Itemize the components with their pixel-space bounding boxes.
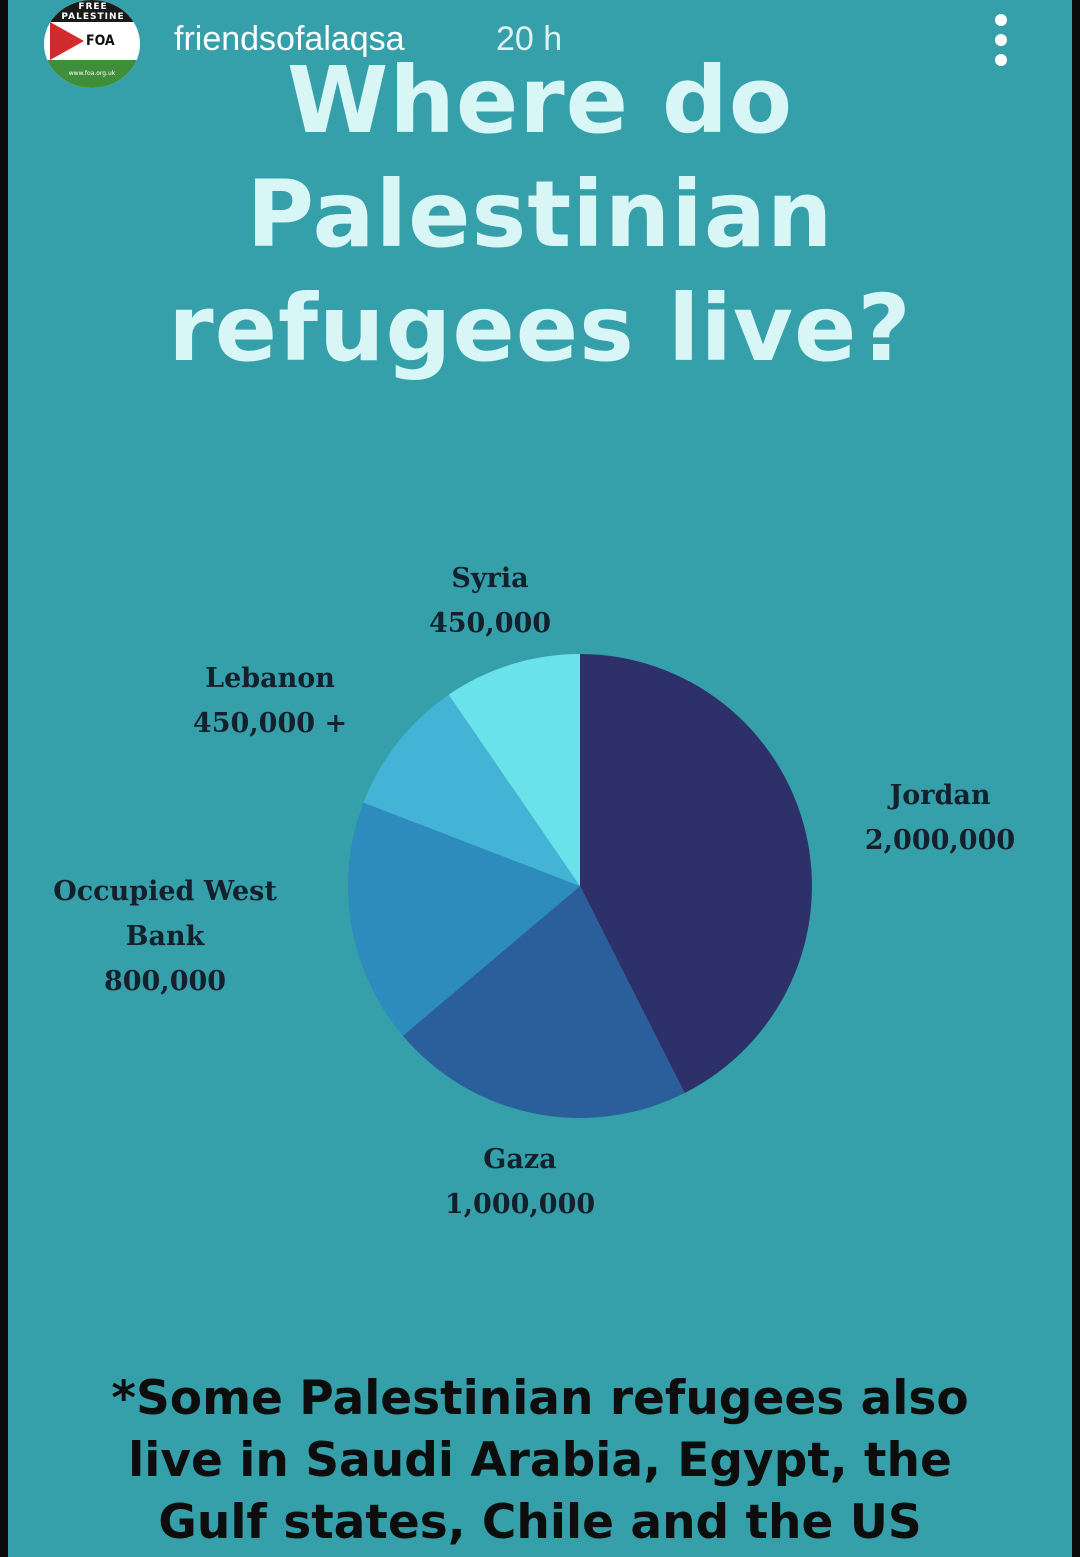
more-dot	[995, 34, 1007, 46]
slice-label-gaza: Gaza 1,000,000	[420, 1137, 620, 1227]
pie-slice-syria	[448, 654, 580, 886]
post-timestamp: 20 h	[496, 20, 563, 58]
footnote-line: Gulf states, Chile and the US	[158, 1495, 922, 1550]
pie-chart-svg	[347, 654, 812, 1118]
pie-slice-lebanon	[363, 694, 580, 886]
story-frame[interactable]: FREE PALESTINE FOA www.foa.org.uk friend…	[8, 0, 1072, 1557]
avatar-logo-text: FOA	[86, 33, 115, 49]
more-dot	[995, 14, 1007, 26]
footnote-line: live in Saudi Arabia, Egypt, the	[128, 1433, 952, 1488]
slice-name: Syria	[451, 563, 529, 594]
slice-label-jordan: Jordan 2,000,000	[840, 773, 1040, 863]
slice-name: Lebanon	[205, 663, 335, 694]
story-header: FREE PALESTINE FOA www.foa.org.uk friend…	[8, 0, 1072, 90]
avatar-top-text: FREE PALESTINE	[61, 2, 125, 22]
title-line: Palestinian	[246, 161, 834, 268]
slice-value: 450,000	[428, 608, 552, 639]
slice-value: 800,000	[103, 966, 227, 997]
avatar-flag-black-band	[44, 0, 140, 22]
profile-avatar[interactable]: FREE PALESTINE FOA www.foa.org.uk	[44, 0, 140, 88]
slice-value: 1,000,000	[444, 1189, 596, 1220]
pie-slice-gaza	[402, 886, 685, 1118]
footnote-line: *Some Palestinian refugees also	[111, 1371, 969, 1426]
title-line: Where do	[286, 47, 794, 154]
avatar-flag-red-triangle	[50, 22, 84, 60]
title-line: refugees live?	[168, 275, 912, 382]
avatar-flag-green-band	[44, 60, 140, 88]
pie-slice-occupied-west-bank	[347, 802, 580, 1036]
slice-name: Gaza	[483, 1144, 557, 1175]
footnote-text: *Some Palestinian refugees also live in …	[8, 1368, 1072, 1554]
slice-label-west-bank: Occupied West Bank 800,000	[50, 869, 280, 1004]
slice-name: Jordan	[889, 780, 991, 811]
more-vertical-icon[interactable]	[986, 10, 1016, 70]
slice-value: 2,000,000	[864, 825, 1016, 856]
chart-title: Where do Palestinian refugees live?	[8, 44, 1072, 386]
pie-slice-jordan	[580, 654, 812, 1094]
avatar-url-text: www.foa.org.uk	[68, 70, 116, 77]
slice-label-lebanon: Lebanon 450,000 +	[170, 656, 370, 746]
more-dot	[995, 54, 1007, 66]
slice-label-syria: Syria 450,000	[420, 556, 560, 646]
username-link[interactable]: friendsofalaqsa	[174, 20, 405, 58]
pie-chart: Syria 450,000 Lebanon 450,000 + Jordan 2…	[8, 520, 1072, 1240]
slice-name: Occupied West Bank	[53, 876, 277, 952]
slice-value: 450,000 +	[192, 708, 348, 739]
